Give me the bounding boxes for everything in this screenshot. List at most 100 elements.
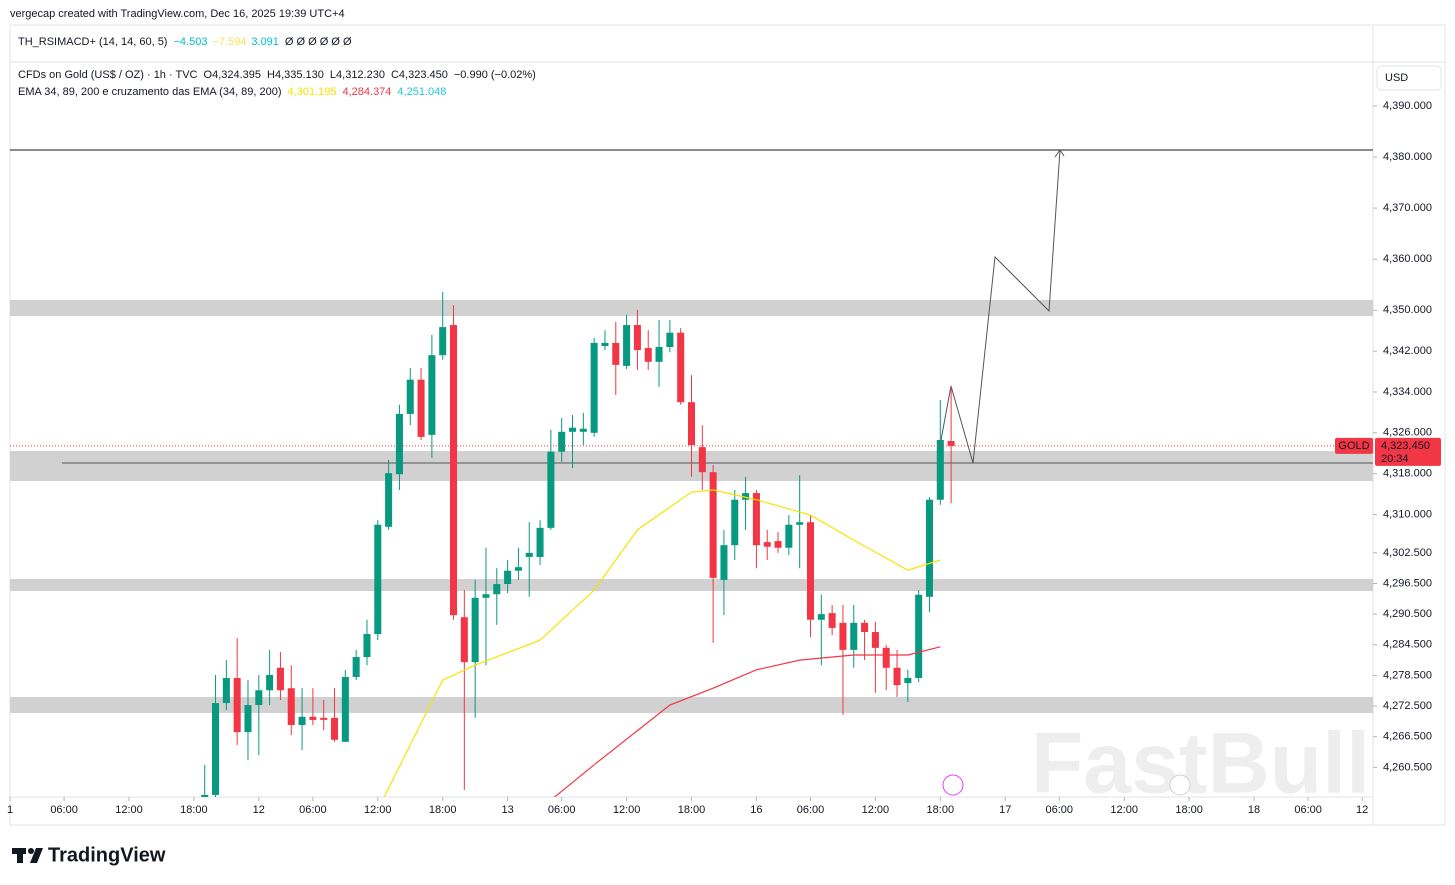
y-tick-label: 4,326.000 — [1383, 427, 1432, 439]
candle-body — [395, 413, 403, 475]
arrowhead — [1054, 149, 1065, 158]
candle-body — [742, 493, 750, 500]
x-tick-label: 12:00 — [613, 804, 641, 816]
candle-body — [374, 524, 382, 635]
candle-body — [309, 716, 317, 720]
candle-body — [504, 570, 512, 585]
x-tick-label: 12 — [1356, 804, 1368, 816]
indicator-placeholders: Ø Ø Ø Ø Ø Ø — [285, 36, 352, 48]
y-tick-label: 4,272.500 — [1383, 700, 1432, 712]
y-tick-label: 4,318.000 — [1383, 468, 1432, 480]
x-tick-label: 18:00 — [1175, 804, 1203, 816]
zone — [10, 579, 1373, 591]
candle-body — [806, 522, 815, 620]
ohlc: H4,335.130 — [267, 69, 324, 81]
ema-line — [383, 489, 941, 797]
symbol-legend: CFDs on Gold (US$ / OZ) · 1h · TVC O4,324… — [18, 69, 536, 81]
zone — [10, 697, 1373, 713]
flag-icon[interactable] — [1169, 774, 1191, 796]
x-tick-label: 18 — [1248, 804, 1260, 816]
plot — [201, 291, 955, 797]
countdown: 20:34 — [1381, 453, 1409, 465]
y-tick-label: 4,284.500 — [1383, 639, 1432, 651]
y-tick-label: 4,296.500 — [1383, 577, 1432, 589]
ema-line — [553, 646, 941, 797]
candle-body — [731, 499, 739, 546]
candle-body — [525, 552, 533, 557]
candle-body — [612, 342, 620, 365]
y-tick-label: 4,390.000 — [1383, 100, 1432, 112]
candle-body — [871, 632, 879, 648]
candle-body — [287, 688, 295, 725]
candle-body — [947, 441, 955, 446]
candle-body — [320, 717, 328, 720]
candle-body — [698, 447, 706, 473]
y-tick-label: 4,310.000 — [1383, 508, 1432, 520]
x-tick-label: 12:00 — [115, 804, 143, 816]
ema-value: 4,284.374 — [342, 86, 391, 98]
candle-body — [720, 545, 728, 580]
zone — [10, 300, 1373, 316]
candle-body — [471, 597, 479, 663]
candle-body — [839, 622, 847, 650]
x-tick-label: 18:00 — [678, 804, 706, 816]
indicator-value: −4.503 — [173, 36, 207, 48]
candle-body — [514, 567, 522, 571]
candle-body — [687, 402, 696, 446]
y-tick-label: 4,342.000 — [1383, 345, 1432, 357]
x-tick-label: 18:00 — [927, 804, 955, 816]
x-tick-label: 16 — [750, 804, 762, 816]
candle-body — [904, 677, 912, 684]
candle-body — [633, 325, 641, 351]
candle-body — [763, 542, 771, 547]
candle-body — [222, 677, 230, 704]
candle-body — [601, 342, 609, 346]
ema-legend: EMA 34, 89, 200 e cruzamento das EMA (34… — [18, 86, 446, 98]
y-tick-label: 4,260.500 — [1383, 761, 1432, 773]
candle-body — [666, 332, 674, 348]
candle-body — [785, 524, 793, 548]
y-tick-label: 4,290.500 — [1383, 608, 1432, 620]
candle-body — [752, 493, 760, 546]
y-tick-label: 4,278.500 — [1383, 669, 1432, 681]
x-tick-label: 12 — [253, 804, 265, 816]
candle-body — [547, 451, 555, 528]
candle-body — [893, 667, 901, 686]
candle-body — [298, 716, 306, 725]
price-badge — [1375, 437, 1441, 466]
candle-body — [201, 794, 209, 797]
logo-mark — [17, 848, 23, 863]
event-icon[interactable] — [942, 774, 964, 796]
ohlc: L4,312.230 — [330, 69, 385, 81]
ema-value: 4,251.048 — [397, 86, 446, 98]
candle-body — [493, 584, 501, 595]
candle-body — [352, 657, 360, 677]
y-tick-label: 4,370.000 — [1383, 202, 1432, 214]
candle-body — [861, 622, 869, 633]
change: −0.990 (−0.02%) — [454, 69, 536, 81]
y-tick-label: 4,380.000 — [1383, 151, 1432, 163]
x-tick-label: 06:00 — [299, 804, 327, 816]
x-tick-label: 12:00 — [1110, 804, 1138, 816]
x-tick-label: 06:00 — [797, 804, 825, 816]
candle-body — [417, 379, 425, 437]
candle-body — [936, 439, 944, 500]
candle-body — [233, 677, 241, 733]
y-tick-label: 4,266.500 — [1383, 731, 1432, 743]
indicator-value: 3.091 — [251, 36, 279, 48]
x-tick-label: 06:00 — [50, 804, 78, 816]
currency[interactable]: USD — [1385, 72, 1408, 84]
candle-body — [482, 594, 490, 598]
x-tick-label: 06:00 — [1046, 804, 1074, 816]
candle-body — [536, 527, 544, 557]
ohlc: O4,324.395 — [204, 69, 262, 81]
candle-body — [428, 355, 436, 435]
x-tick-label: 1 — [7, 804, 13, 816]
x-tick-label: 17 — [999, 804, 1011, 816]
x-tick-label: 12:00 — [364, 804, 392, 816]
currency-button[interactable] — [1376, 65, 1442, 91]
candle-body — [796, 522, 804, 525]
candle-body — [450, 325, 458, 616]
x-tick-label: 18:00 — [429, 804, 457, 816]
